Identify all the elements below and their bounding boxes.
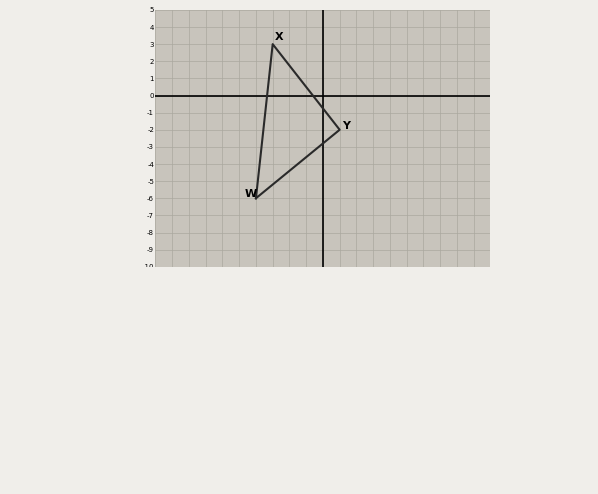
FancyBboxPatch shape	[520, 399, 565, 436]
Text: Answer: Answer	[12, 326, 70, 340]
FancyBboxPatch shape	[120, 355, 164, 391]
Text: W: W	[244, 189, 257, 199]
FancyBboxPatch shape	[126, 399, 171, 436]
Text: Find the desired slopes and lengths, then fill in the words that characterize th: Find the desired slopes and lengths, the…	[12, 269, 598, 282]
FancyBboxPatch shape	[392, 440, 431, 484]
Text: X: X	[274, 32, 283, 42]
Text: slope of $\overline{WX}$ =: slope of $\overline{WX}$ =	[12, 364, 101, 382]
FancyBboxPatch shape	[317, 355, 362, 391]
FancyBboxPatch shape	[323, 399, 368, 436]
Text: length of $\overline{YW}$ =: length of $\overline{YW}$ =	[413, 408, 508, 427]
Text: slope of $\overline{XY}$ =: slope of $\overline{XY}$ =	[215, 364, 300, 382]
FancyBboxPatch shape	[258, 438, 388, 486]
FancyBboxPatch shape	[514, 355, 559, 391]
Text: length of $\overline{XY}$ =: length of $\overline{XY}$ =	[215, 408, 307, 427]
Text: length of $\overline{WX}$ =: length of $\overline{WX}$ =	[12, 408, 108, 427]
Text: Y: Y	[342, 121, 350, 131]
Text: ✓: ✓	[405, 455, 417, 469]
Text: Submit Answer: Submit Answer	[273, 455, 373, 468]
Text: slope of $\overline{YW}$ =: slope of $\overline{YW}$ =	[413, 364, 501, 382]
Text: Triangle WXY is: Triangle WXY is	[12, 455, 134, 469]
Text: ▾: ▾	[233, 457, 239, 467]
Text: Attempt 1 out of 2: Attempt 1 out of 2	[69, 326, 165, 336]
